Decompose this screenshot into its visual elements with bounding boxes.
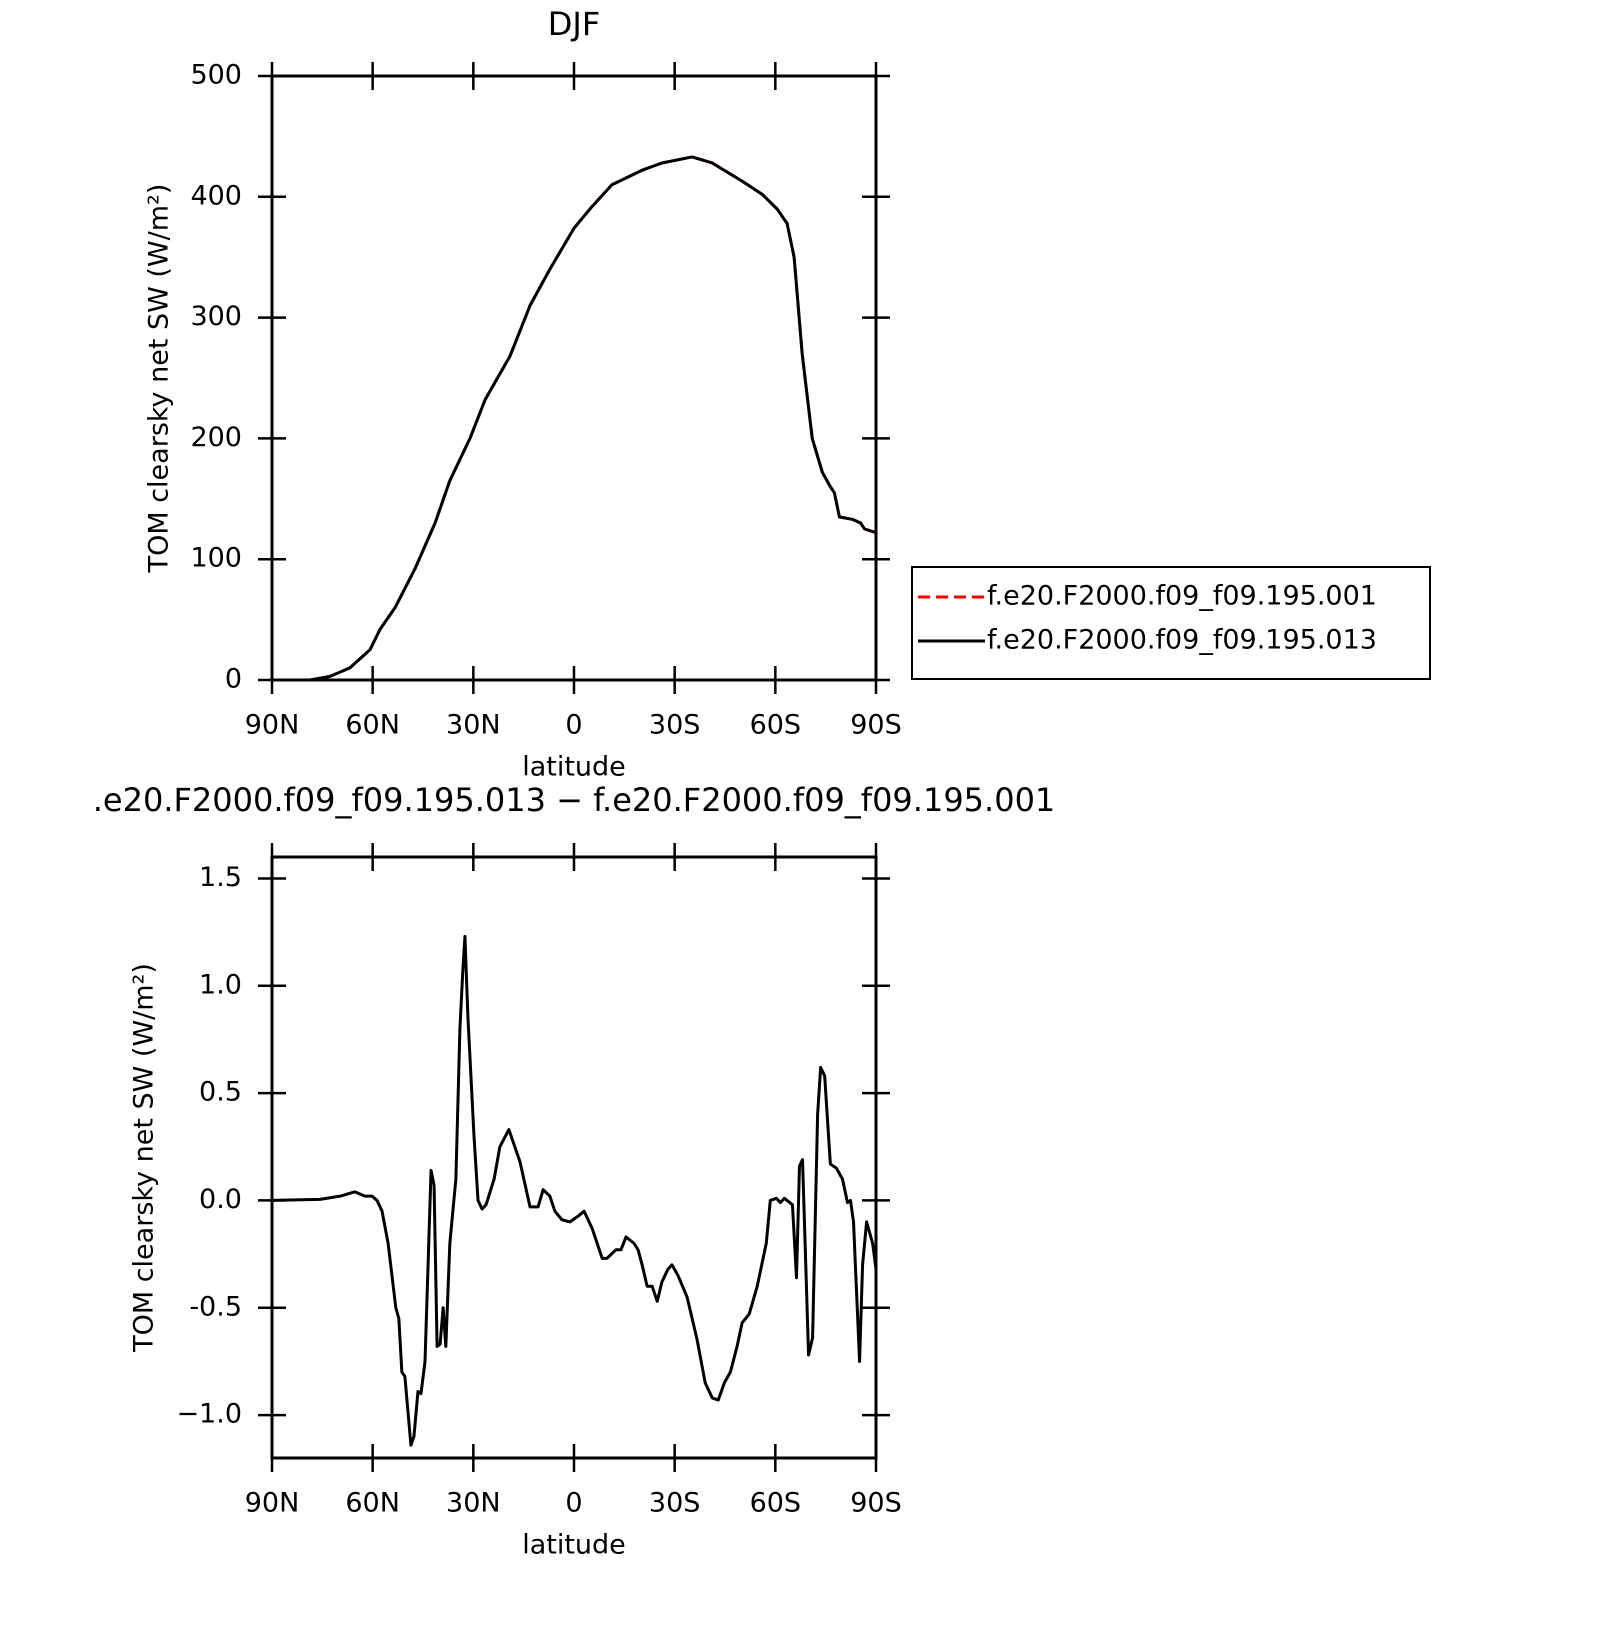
x-axis-label: latitude [522, 752, 626, 783]
x-tick-label: 30N [446, 1488, 501, 1519]
x-tick-label: 30S [649, 1488, 701, 1519]
x-tick-label: 0 [565, 1488, 582, 1519]
y-tick-label: 0.0 [199, 1184, 242, 1215]
y-tick-label: 300 [190, 301, 242, 332]
x-axis-label: latitude [522, 1530, 626, 1561]
legend-label: f.e20.F2000.f09_f09.195.013 [987, 625, 1377, 656]
chart: DJF latitude TOM clearsky net SW (W/m²) 0 10… [144, 5, 1431, 783]
chart: .e20.F2000.f09_f09.195.013 − f.e20.F2000… [93, 781, 1056, 1561]
y-axis-label: TOM clearsky net SW (W/m²) [129, 963, 160, 1353]
chart-title: DJF [548, 5, 600, 43]
y-axis-label: TOM clearsky net SW (W/m²) [144, 184, 175, 574]
y-tick-label: 1.5 [199, 862, 242, 893]
x-tick-label: 60N [345, 1488, 400, 1519]
x-tick-label: 90N [245, 710, 300, 741]
y-tick-label: 0 [225, 664, 242, 695]
x-tick-label: 30S [649, 710, 701, 741]
x-tick-label: 60S [750, 710, 802, 741]
x-tick-label: 30N [446, 710, 501, 741]
y-tick-label: −1.0 [176, 1399, 242, 1430]
plot-frame [270, 74, 878, 682]
y-tick-label: 400 [190, 180, 242, 211]
y-tick-label: -0.5 [189, 1291, 242, 1322]
x-tick-label: 60N [345, 710, 400, 741]
legend-label: f.e20.F2000.f09_f09.195.001 [987, 581, 1377, 612]
y-tick-label: 200 [190, 422, 242, 453]
x-tick-label: 0 [565, 710, 582, 741]
x-tick-label: 60S [750, 1488, 802, 1519]
chart-title: .e20.F2000.f09_f09.195.013 − f.e20.F2000… [93, 781, 1056, 819]
legend-box [911, 566, 1431, 680]
plot-frame [270, 855, 878, 1460]
x-tick-label: 90S [850, 1488, 902, 1519]
y-tick-label: 100 [190, 543, 242, 574]
data-line [272, 155, 877, 682]
data-line [271, 934, 878, 1447]
y-tick-label: 500 [190, 60, 242, 91]
x-tick-label: 90S [850, 710, 902, 741]
y-tick-label: 0.5 [199, 1077, 242, 1108]
y-tick-label: 1.0 [199, 969, 242, 1000]
data-line [272, 155, 877, 682]
x-tick-label: 90N [245, 1488, 300, 1519]
